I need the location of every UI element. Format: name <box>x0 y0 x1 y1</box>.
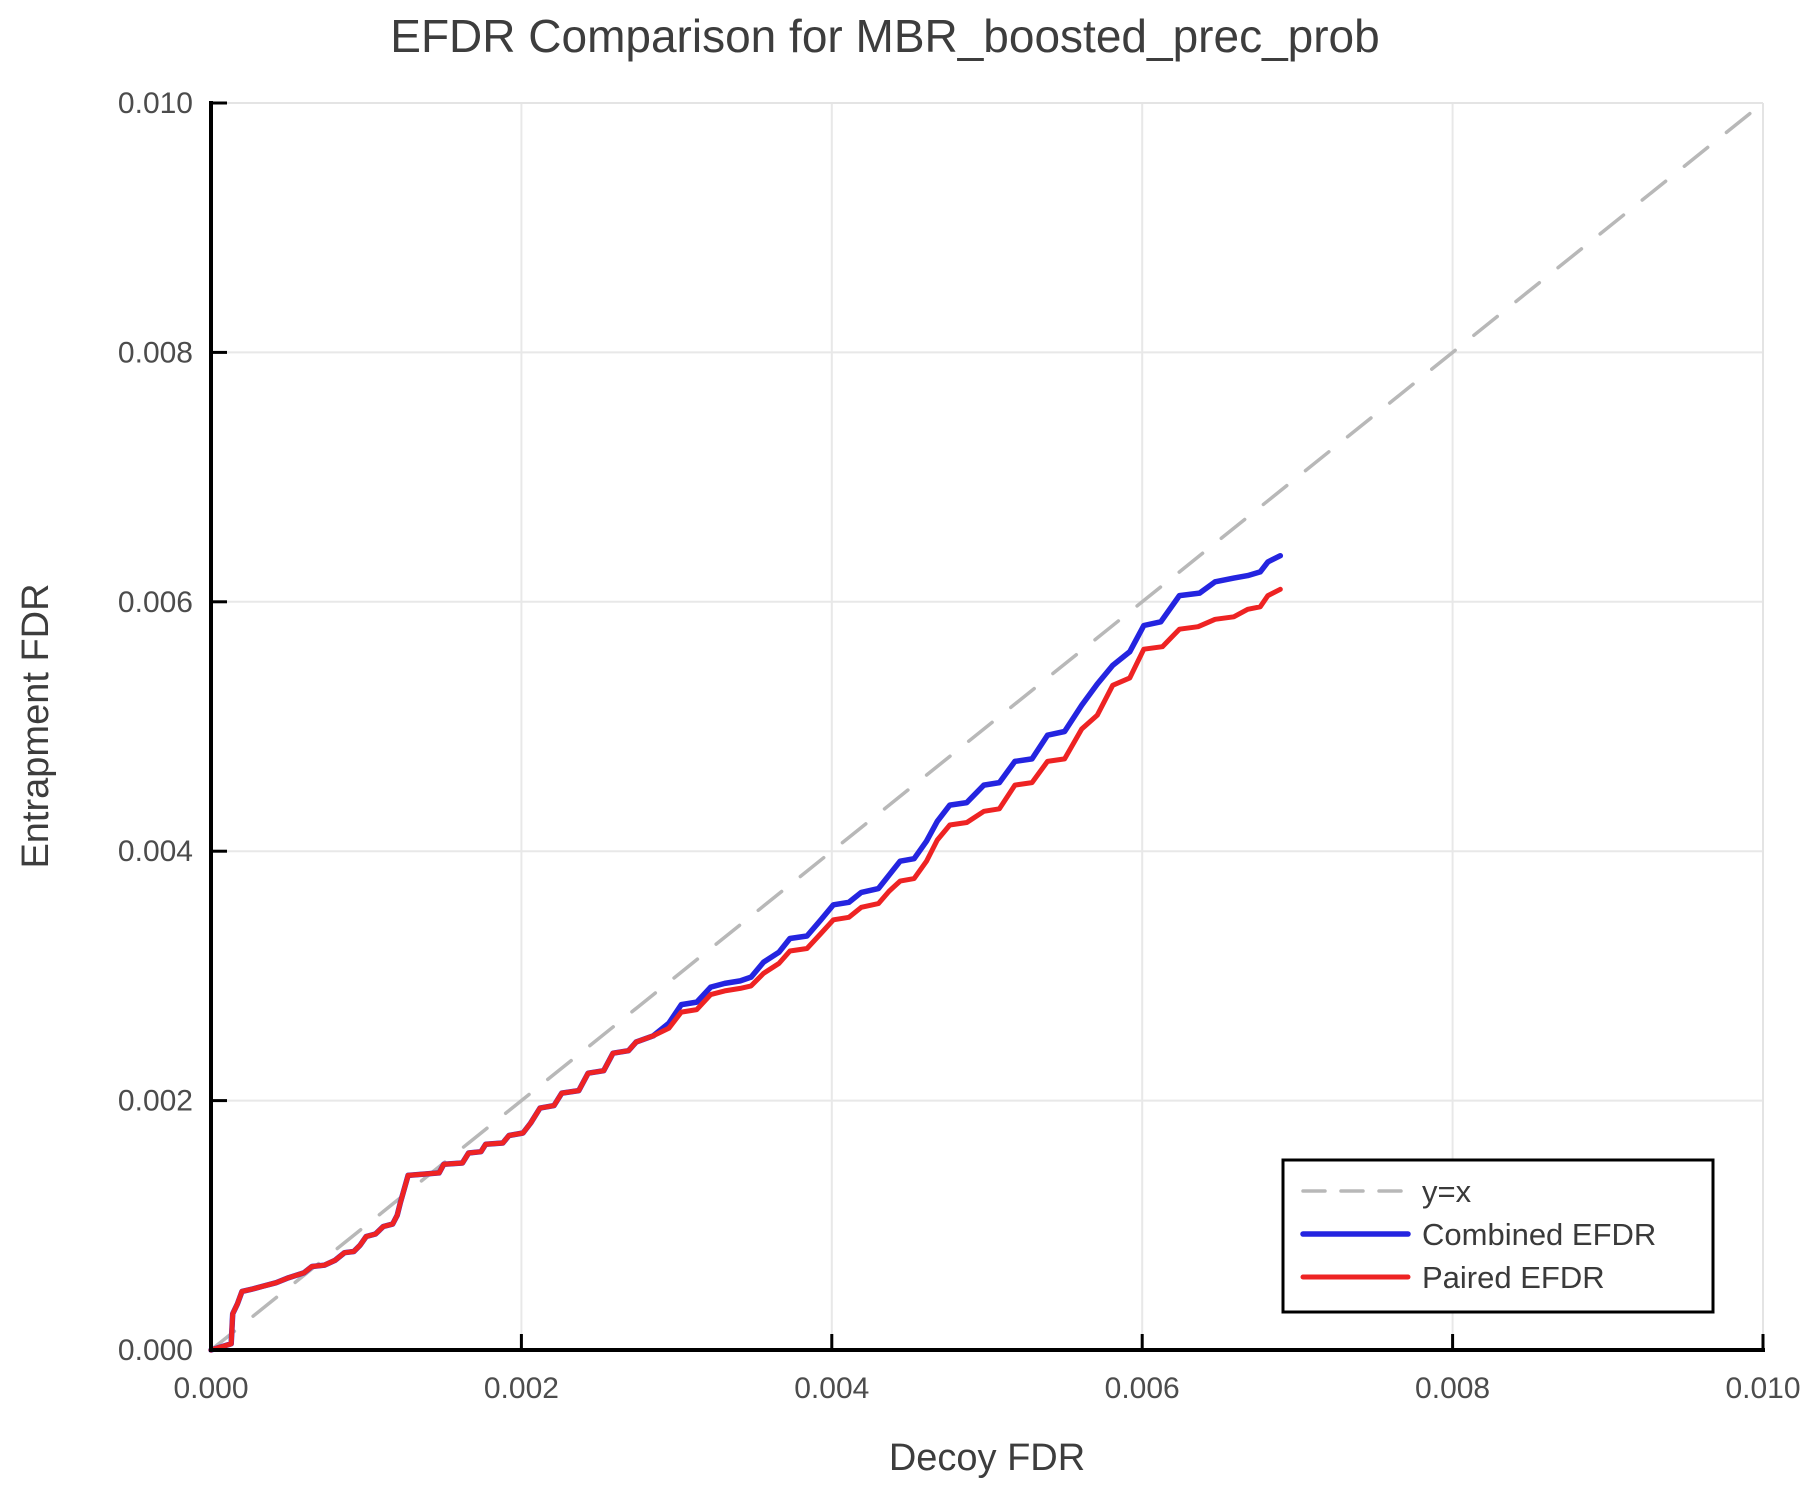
y-tick-label: 0.002 <box>118 1085 193 1118</box>
y-axis-label: Entrapment FDR <box>15 583 57 868</box>
y-tick-labels: 0.000 0.002 0.004 0.006 0.008 0.010 <box>118 87 193 1367</box>
series-combined-efdr <box>208 552 1284 1353</box>
y-tick-label: 0.000 <box>118 1334 193 1367</box>
legend-label-2: Paired EFDR <box>1422 1260 1605 1295</box>
legend: y=x Combined EFDR Paired EFDR <box>1281 1158 1715 1314</box>
axis-ticks <box>209 101 1765 1352</box>
legend-label-0: y=x <box>1422 1174 1472 1209</box>
y-tick-label: 0.008 <box>118 336 193 369</box>
x-tick-label: 0.008 <box>1415 1372 1490 1405</box>
x-tick-label: 0.010 <box>1725 1372 1800 1405</box>
y-tick-label: 0.006 <box>118 586 193 619</box>
legend-label-1: Combined EFDR <box>1422 1217 1656 1252</box>
x-axis-label: Decoy FDR <box>889 1437 1085 1479</box>
chart-title: EFDR Comparison for MBR_boosted_prec_pro… <box>390 10 1379 62</box>
axis-spines <box>209 101 1765 1352</box>
x-tick-label: 0.002 <box>484 1372 559 1405</box>
y-tick-label: 0.004 <box>118 835 193 868</box>
series-y-x <box>209 101 1765 1352</box>
gridlines <box>211 103 1763 1350</box>
plot-frame-light <box>211 102 1764 1350</box>
x-tick-label: 0.006 <box>1105 1372 1180 1405</box>
x-tick-label: 0.004 <box>794 1372 869 1405</box>
x-tick-label: 0.000 <box>173 1372 248 1405</box>
data-series <box>208 101 1765 1353</box>
y-tick-label: 0.010 <box>118 87 193 120</box>
series-paired-efdr <box>208 586 1283 1353</box>
x-tick-labels: 0.000 0.002 0.004 0.006 0.008 0.010 <box>173 1372 1800 1405</box>
